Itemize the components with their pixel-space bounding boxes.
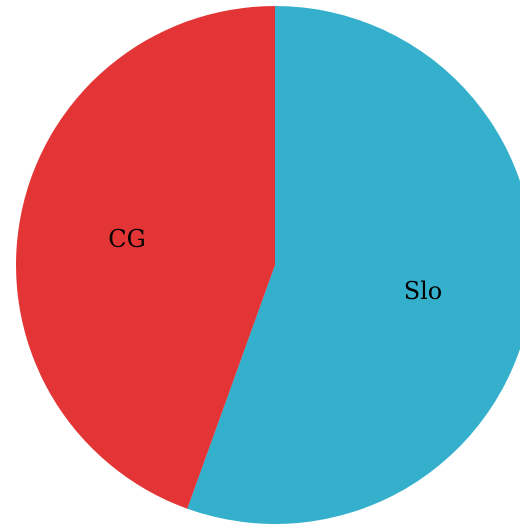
pie-label-slo: Slo — [404, 277, 443, 305]
pie-slices — [16, 6, 520, 524]
pie-label-cg: CG — [108, 225, 146, 253]
pie-labels: Slo CG — [108, 225, 442, 305]
pie-slice-slo — [187, 6, 520, 524]
pie-slice-cg — [16, 6, 276, 509]
